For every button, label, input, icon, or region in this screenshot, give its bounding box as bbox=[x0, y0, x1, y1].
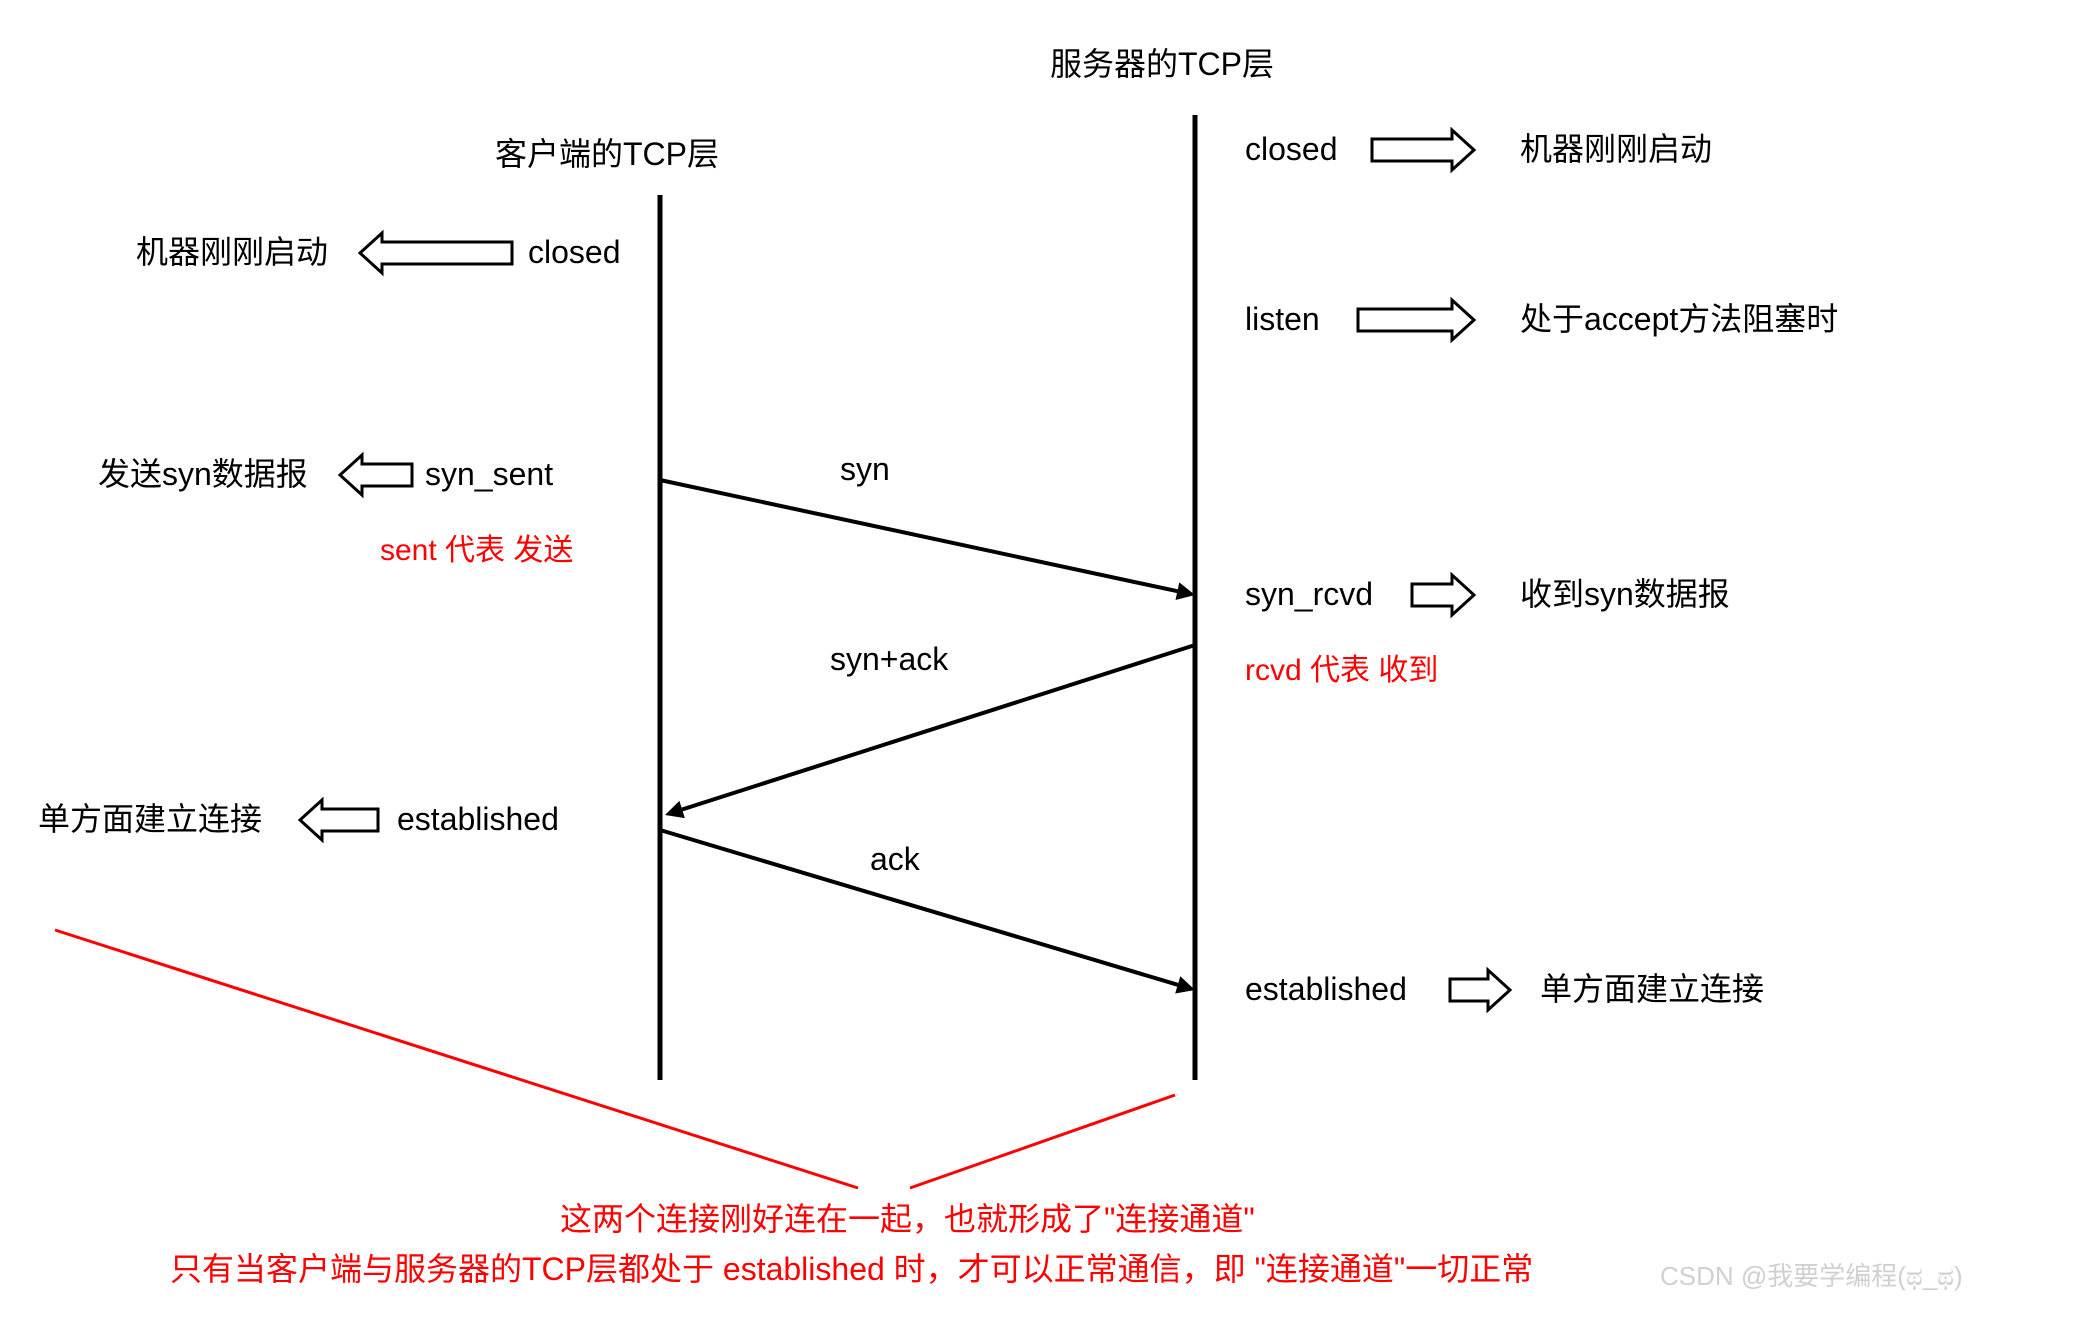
server-desc-1: 处于accept方法阻塞时 bbox=[1520, 301, 1838, 337]
client-desc-2: 单方面建立连接 bbox=[38, 801, 262, 837]
background bbox=[0, 0, 2083, 1323]
server-desc-2: 收到syn数据报 bbox=[1520, 576, 1730, 612]
server-desc-3: 单方面建立连接 bbox=[1540, 971, 1764, 1007]
client-state-1: syn_sent bbox=[425, 456, 553, 492]
client-desc-1: 发送syn数据报 bbox=[98, 456, 308, 492]
bottom-text-1: 这两个连接刚好连在一起，也就形成了"连接通道" bbox=[560, 1201, 1255, 1237]
red-note-0: sent 代表 发送 bbox=[380, 534, 573, 567]
client-desc-0: 机器刚刚启动 bbox=[136, 234, 328, 270]
red-note-1: rcvd 代表 收到 bbox=[1245, 654, 1438, 687]
server-state-1: listen bbox=[1245, 301, 1320, 337]
server-title: 服务器的TCP层 bbox=[1050, 46, 1274, 82]
client-state-2: established bbox=[397, 801, 559, 837]
message-label-1: syn+ack bbox=[830, 641, 949, 677]
watermark: CSDN @我要学编程(ಥ_ಥ) bbox=[1660, 1261, 1963, 1291]
server-desc-0: 机器刚刚启动 bbox=[1520, 131, 1712, 167]
server-state-3: established bbox=[1245, 971, 1407, 1007]
message-label-2: ack bbox=[870, 841, 921, 877]
client-title: 客户端的TCP层 bbox=[495, 136, 719, 172]
client-state-0: closed bbox=[528, 234, 621, 270]
server-state-2: syn_rcvd bbox=[1245, 576, 1373, 612]
message-label-0: syn bbox=[840, 451, 890, 487]
server-state-0: closed bbox=[1245, 131, 1338, 167]
bottom-text-2: 只有当客户端与服务器的TCP层都处于 established 时，才可以正常通信… bbox=[170, 1251, 1533, 1287]
